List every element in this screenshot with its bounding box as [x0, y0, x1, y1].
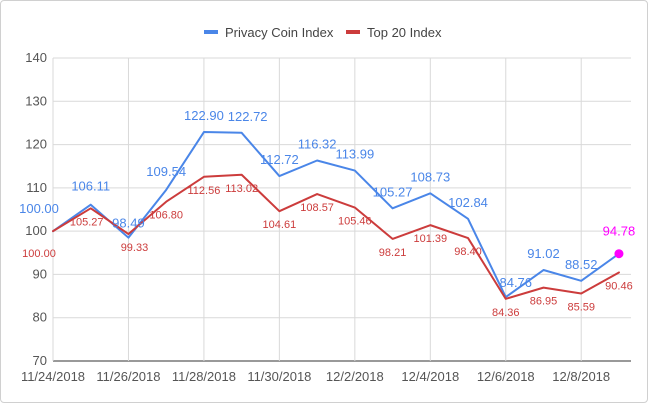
x-tick-label: 12/6/2018	[477, 369, 535, 384]
legend-label-privacy-coin-index: Privacy Coin Index	[225, 25, 334, 40]
data-label: 113.99	[335, 147, 374, 162]
legend-label-top-20-index: Top 20 Index	[367, 25, 442, 40]
legend-swatch-privacy-coin-index	[204, 30, 218, 34]
x-tick-label: 11/26/2018	[96, 369, 160, 384]
data-label: 112.72	[260, 152, 299, 167]
y-tick-label: 140	[25, 50, 47, 65]
x-tick-label: 11/28/2018	[172, 369, 236, 384]
legend: Privacy Coin Index Top 20 Index	[204, 25, 442, 40]
y-tick-label: 100	[25, 223, 47, 238]
data-label: 109.54	[146, 164, 186, 179]
data-label: 108.73	[410, 169, 450, 184]
data-label: 100.00	[22, 248, 56, 260]
data-label: 106.80	[149, 210, 183, 222]
y-tick-label: 80	[33, 310, 47, 325]
data-label: 102.84	[448, 195, 488, 210]
data-label: 98.49	[112, 216, 145, 231]
data-label: 86.95	[530, 296, 558, 308]
y-tick-label: 130	[25, 93, 47, 108]
data-label: 98.40	[454, 246, 482, 258]
data-label: 106.11	[71, 179, 110, 194]
data-label: 91.02	[527, 246, 560, 261]
y-tick-label: 120	[25, 137, 47, 152]
x-tick-label: 12/2/2018	[326, 369, 384, 384]
x-tick-label: 12/4/2018	[401, 369, 459, 384]
y-tick-label: 90	[33, 266, 47, 281]
data-label: 100.00	[19, 201, 59, 216]
data-label: 85.59	[567, 302, 595, 314]
y-tick-label: 110	[26, 180, 47, 195]
series-lines	[52, 131, 624, 300]
data-label: 98.21	[379, 247, 407, 259]
data-label: 99.33	[121, 242, 149, 254]
x-tick-label: 11/24/2018	[21, 369, 85, 384]
legend-swatch-top-20-index	[346, 30, 360, 34]
data-label: 88.52	[565, 257, 598, 272]
data-label: 104.61	[263, 219, 297, 231]
data-label: 90.46	[605, 280, 633, 292]
data-label: 105.46	[338, 216, 372, 228]
x-tick-label: 11/30/2018	[247, 369, 311, 384]
data-labels: 100.00 106.11 98.49 109.54 122.90 122.72 112.7…	[19, 108, 635, 319]
data-label: 113.02	[225, 183, 258, 195]
data-label: 101.39	[413, 233, 447, 245]
data-label: 122.72	[228, 109, 268, 124]
data-label: 105.27	[373, 184, 413, 199]
series-line-top-20-index	[52, 173, 620, 300]
y-tick-label: 70	[33, 353, 47, 368]
data-label: 84.76	[499, 275, 532, 290]
data-label: 105.27	[70, 216, 104, 228]
data-label: 108.57	[300, 202, 334, 214]
data-label: 122.90	[184, 108, 224, 123]
x-tick-label: 12/8/2018	[552, 369, 610, 384]
data-label: 94.78	[603, 224, 636, 239]
x-axis-ticks: 11/24/2018 11/26/2018 11/28/2018 11/30/2018…	[21, 369, 610, 384]
highlighted-last-point	[614, 249, 624, 259]
series-line-privacy-coin-index	[52, 131, 620, 299]
data-label: 116.32	[298, 137, 337, 152]
y-axis-ticks: 70 80 90 100 110 120 130 140	[25, 50, 47, 368]
data-label: 84.36	[492, 307, 520, 319]
gridlines	[52, 57, 631, 362]
data-label: 112.56	[188, 185, 221, 197]
